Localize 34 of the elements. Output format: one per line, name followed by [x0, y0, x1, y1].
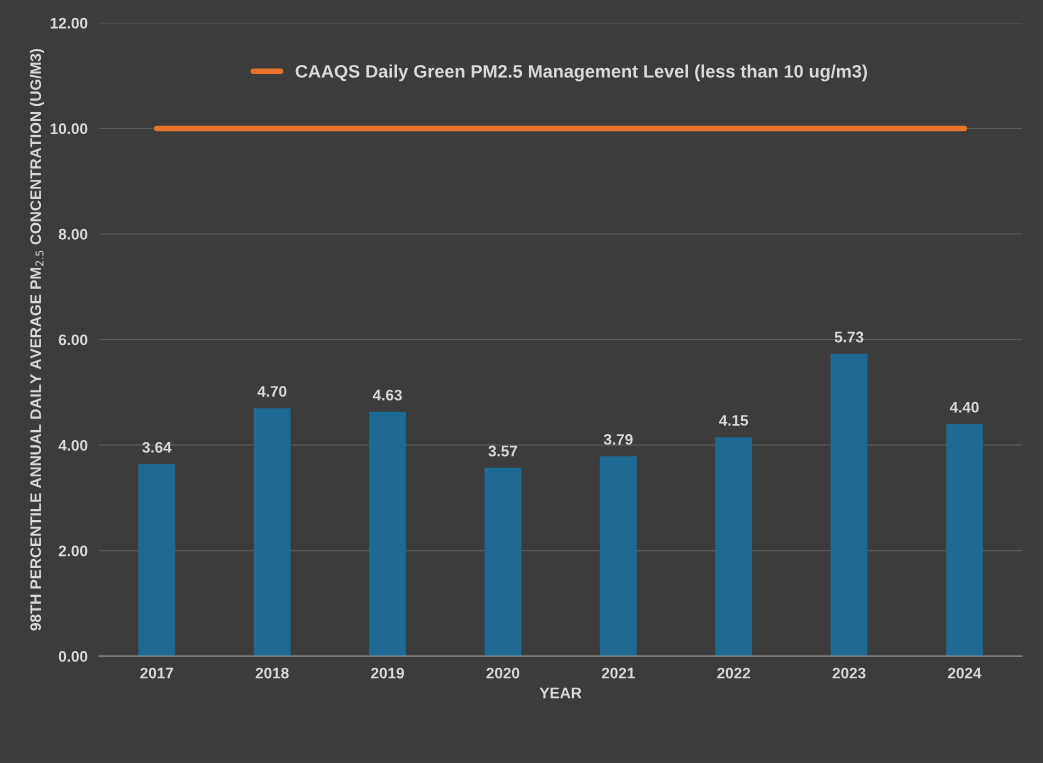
- data-label: 5.73: [834, 331, 864, 343]
- x-tick-label: 2019: [371, 667, 404, 679]
- y-axis-title: 98TH PERCENTILE ANNUAL DAILY AVERAGE PM$_{2.5}$ CONCENTRATION (UG/M3): [29, 48, 45, 631]
- data-label: 4.15: [719, 415, 749, 426]
- bar: [369, 411, 406, 657]
- bar: [715, 437, 753, 657]
- bar: [599, 456, 637, 657]
- y-tick-label: 4.00: [58, 439, 88, 451]
- x-tick-label: 2024: [947, 667, 982, 679]
- data-label: 3.79: [603, 433, 633, 445]
- y-tick-label: 2.00: [58, 545, 88, 557]
- x-tick-label: 2018: [255, 667, 289, 679]
- bar: [253, 408, 291, 657]
- legend-label: CAAQS Daily Green PM2.5 Management Level (less than 10 ug/m3): [295, 64, 867, 82]
- x-tick-label: 2022: [717, 667, 751, 679]
- y-tick-label: 10.00: [50, 123, 88, 135]
- bar: [945, 423, 983, 657]
- y-tick-label: 6.00: [58, 334, 88, 346]
- x-tick-label: 2020: [486, 667, 520, 679]
- data-label: 4.70: [257, 385, 287, 397]
- x-tick-label: 2023: [832, 667, 866, 679]
- data-label: 4.40: [949, 401, 979, 413]
- bar: [830, 353, 868, 657]
- bar: [138, 464, 176, 657]
- bar: [484, 467, 522, 657]
- y-tick-label: 0.00: [58, 651, 88, 662]
- x-tick-label: 2021: [601, 667, 635, 679]
- x-tick-label: 2017: [140, 667, 174, 679]
- x-axis-title: YEAR: [539, 687, 582, 699]
- data-label: 3.57: [488, 445, 518, 457]
- data-label: 4.63: [372, 389, 402, 401]
- y-tick-label: 8.00: [58, 228, 88, 240]
- data-label: 3.64: [142, 441, 172, 453]
- y-tick-label: 12.00: [50, 17, 88, 29]
